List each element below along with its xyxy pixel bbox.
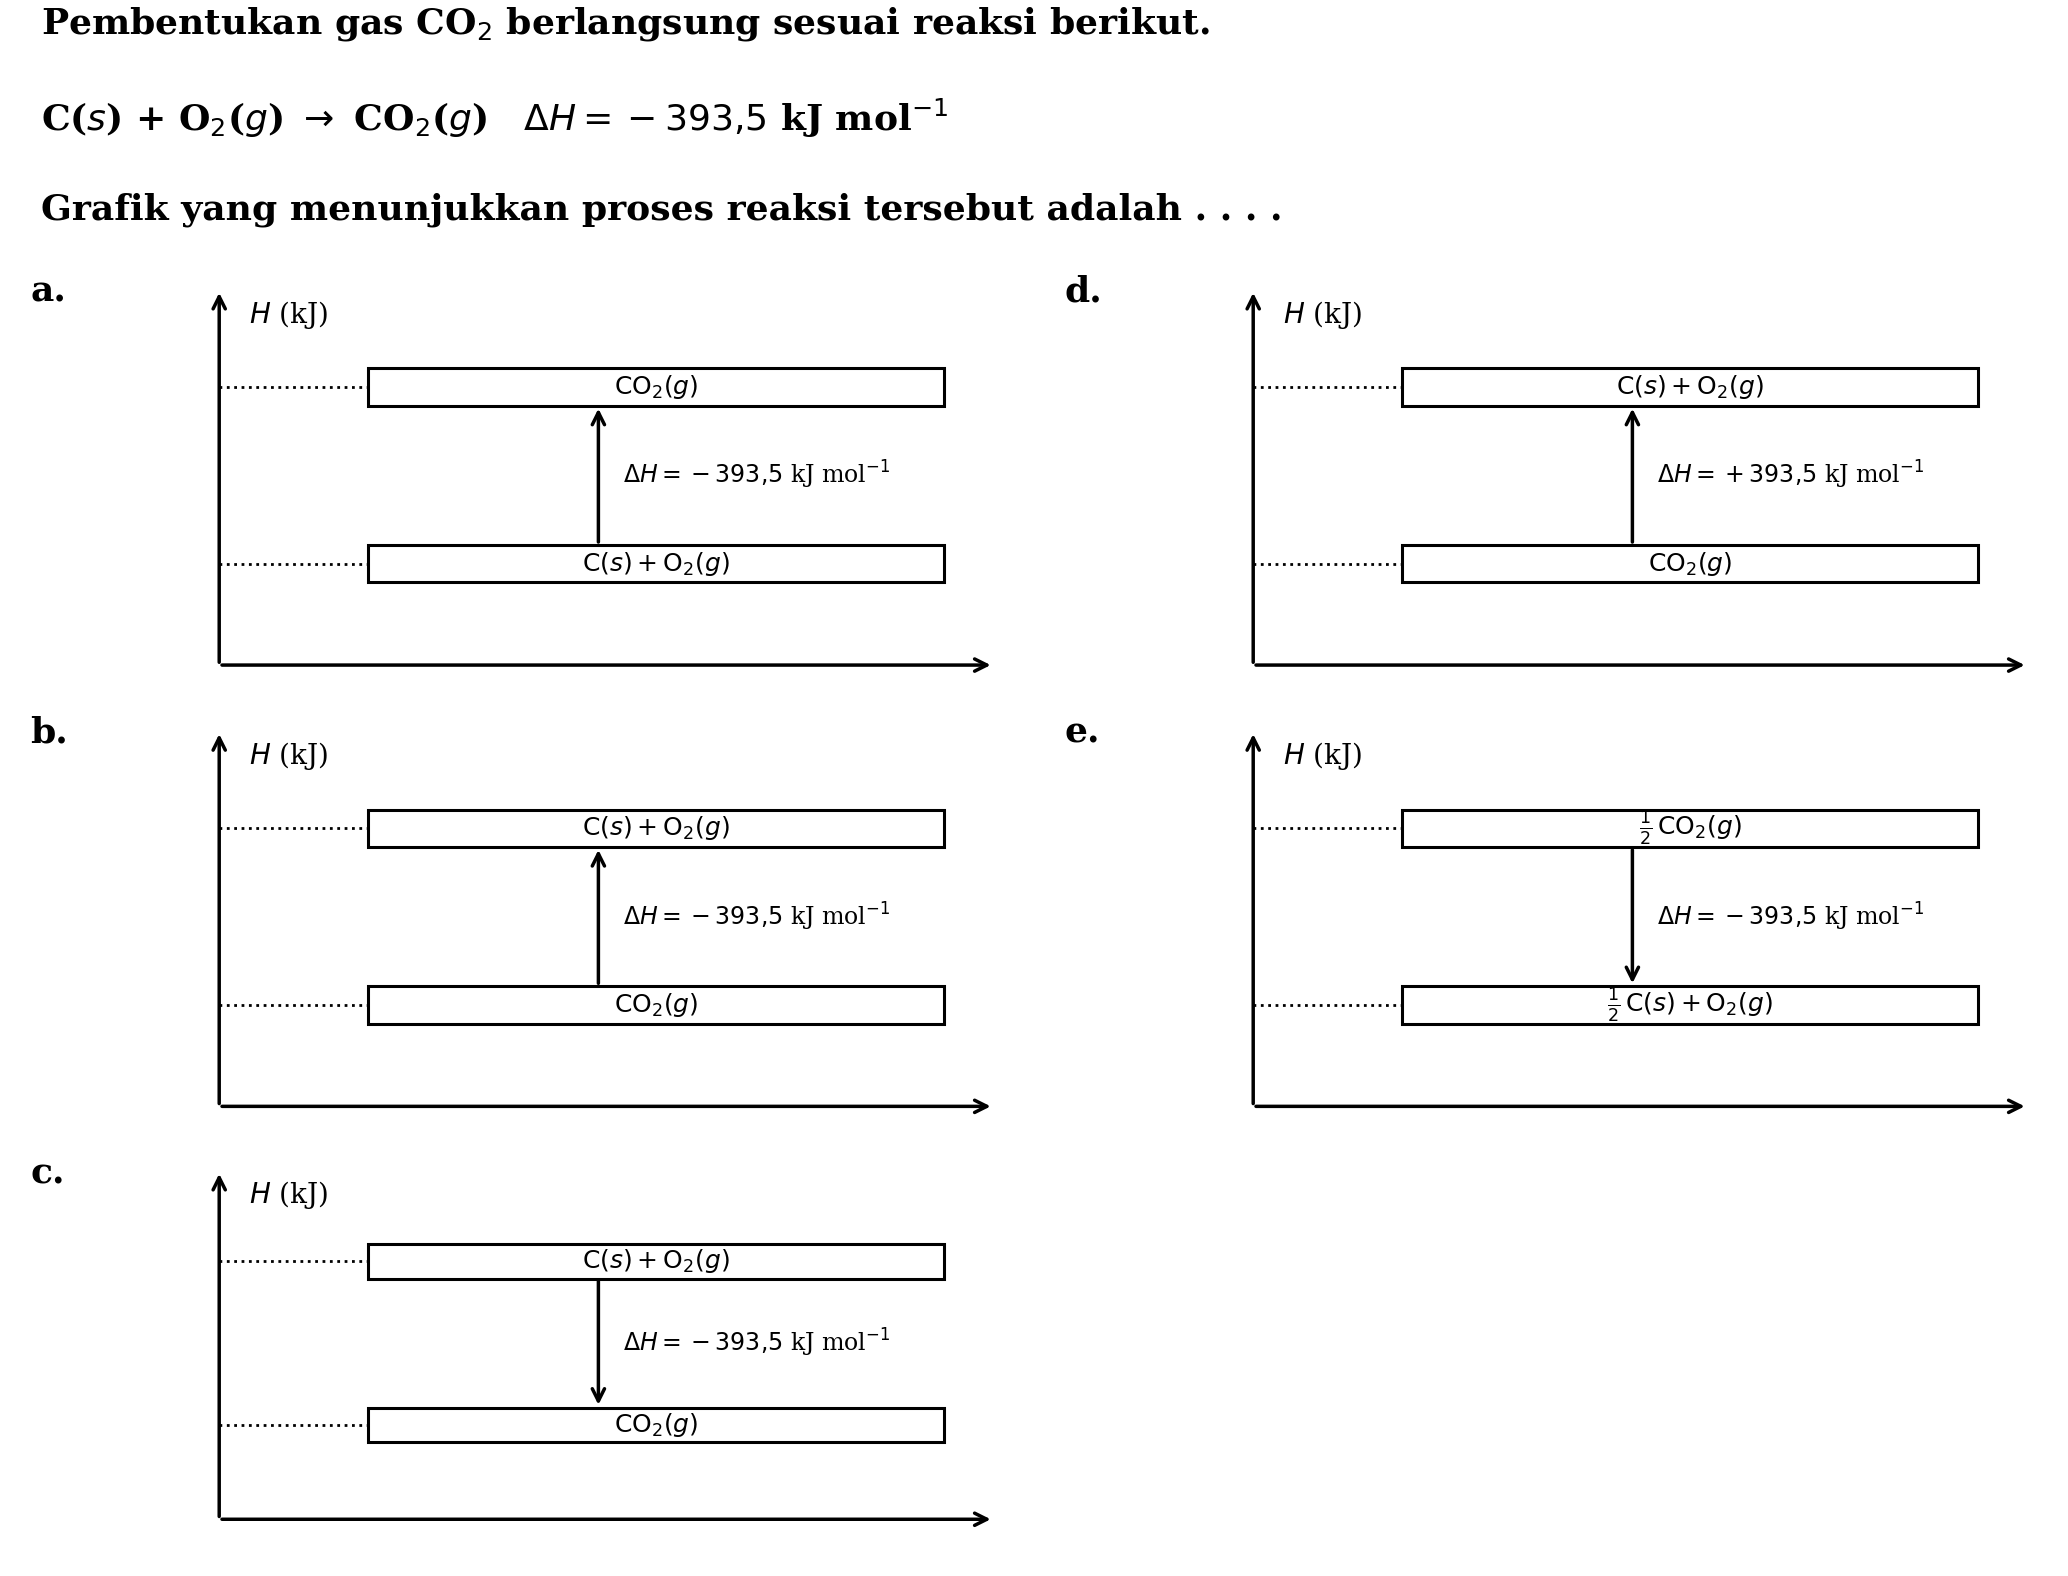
Text: $\mathrm{CO_2}(g)$: $\mathrm{CO_2}(g)$ <box>614 991 699 1018</box>
Text: $\frac{1}{2}\,\mathrm{C}(s) + \mathrm{O_2}(g)$: $\frac{1}{2}\,\mathrm{C}(s) + \mathrm{O_… <box>1607 987 1772 1024</box>
Text: $\mathrm{CO_2}(g)$: $\mathrm{CO_2}(g)$ <box>1648 550 1733 577</box>
Text: Grafik yang menunjukkan proses reaksi tersebut adalah . . . .: Grafik yang menunjukkan proses reaksi te… <box>41 192 1282 227</box>
Text: $\Delta H = -393{,}5$ kJ mol$^{-1}$: $\Delta H = -393{,}5$ kJ mol$^{-1}$ <box>622 459 891 492</box>
FancyBboxPatch shape <box>368 810 943 848</box>
Text: b.: b. <box>31 716 68 750</box>
Text: $H$ (kJ): $H$ (kJ) <box>248 1179 329 1212</box>
Text: c.: c. <box>31 1157 64 1190</box>
Text: $\frac{1}{2}\,\mathrm{CO_2}(g)$: $\frac{1}{2}\,\mathrm{CO_2}(g)$ <box>1638 810 1741 848</box>
Text: $H$ (kJ): $H$ (kJ) <box>1282 741 1363 772</box>
FancyBboxPatch shape <box>1402 987 1977 1024</box>
Text: a.: a. <box>31 274 66 309</box>
FancyBboxPatch shape <box>368 1407 943 1442</box>
Text: $\Delta H = +393{,}5$ kJ mol$^{-1}$: $\Delta H = +393{,}5$ kJ mol$^{-1}$ <box>1656 459 1925 492</box>
FancyBboxPatch shape <box>368 1243 943 1278</box>
Text: $H$ (kJ): $H$ (kJ) <box>1282 299 1363 331</box>
Text: $H$ (kJ): $H$ (kJ) <box>248 741 329 772</box>
FancyBboxPatch shape <box>1402 369 1977 405</box>
FancyBboxPatch shape <box>368 369 943 405</box>
Text: $\Delta H = -393{,}5$ kJ mol$^{-1}$: $\Delta H = -393{,}5$ kJ mol$^{-1}$ <box>622 1327 891 1359</box>
Text: $\mathrm{CO_2}(g)$: $\mathrm{CO_2}(g)$ <box>614 1411 699 1439</box>
FancyBboxPatch shape <box>368 545 943 582</box>
Text: e.: e. <box>1065 716 1100 750</box>
FancyBboxPatch shape <box>1402 810 1977 848</box>
Text: $\Delta H = -393{,}5$ kJ mol$^{-1}$: $\Delta H = -393{,}5$ kJ mol$^{-1}$ <box>622 900 891 933</box>
Text: Pembentukan gas CO$_2$ berlangsung sesuai reaksi berikut.: Pembentukan gas CO$_2$ berlangsung sesua… <box>41 5 1210 44</box>
Text: $\mathrm{C}(s) + \mathrm{O_2}(g)$: $\mathrm{C}(s) + \mathrm{O_2}(g)$ <box>1615 374 1764 400</box>
Text: d.: d. <box>1065 274 1102 309</box>
Text: $H$ (kJ): $H$ (kJ) <box>248 299 329 331</box>
Text: $\mathrm{C}(s) + \mathrm{O_2}(g)$: $\mathrm{C}(s) + \mathrm{O_2}(g)$ <box>581 815 730 842</box>
FancyBboxPatch shape <box>368 987 943 1024</box>
Text: $\mathrm{C}(s) + \mathrm{O_2}(g)$: $\mathrm{C}(s) + \mathrm{O_2}(g)$ <box>581 550 730 577</box>
Text: $\mathrm{C}(s) + \mathrm{O_2}(g)$: $\mathrm{C}(s) + \mathrm{O_2}(g)$ <box>581 1247 730 1275</box>
Text: $\mathrm{CO_2}(g)$: $\mathrm{CO_2}(g)$ <box>614 374 699 400</box>
Text: $\Delta H = -393{,}5$ kJ mol$^{-1}$: $\Delta H = -393{,}5$ kJ mol$^{-1}$ <box>1656 900 1925 933</box>
FancyBboxPatch shape <box>1402 545 1977 582</box>
Text: C($s$) + O$_2$($g$) $\rightarrow$ CO$_2$($g$)$\quad$$\Delta H = -393{,}5$ kJ mol: C($s$) + O$_2$($g$) $\rightarrow$ CO$_2$… <box>41 96 949 140</box>
